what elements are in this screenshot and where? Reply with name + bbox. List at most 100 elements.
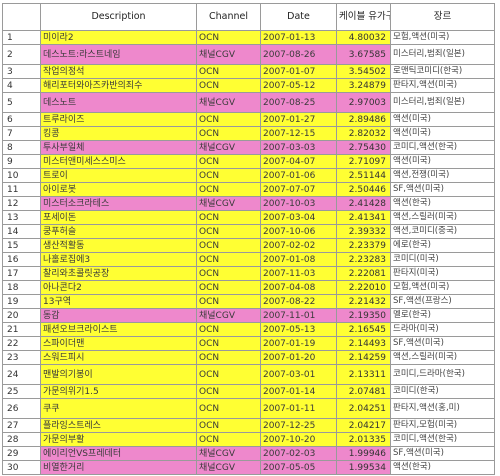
rating-cell[interactable]: 2.22081: [336, 266, 391, 281]
channel-cell[interactable]: OCN: [196, 224, 261, 239]
channel-cell[interactable]: OCN: [196, 336, 261, 351]
channel-cell[interactable]: OCN: [196, 78, 261, 93]
table-row[interactable]: 20 동감 채널CGV 2007-11-01 2.19350 멜로(한국): [2, 308, 495, 323]
genre-cell[interactable]: 액션(한국): [390, 196, 495, 211]
genre-cell[interactable]: 판타지,모험(미국): [390, 418, 495, 433]
rating-cell[interactable]: 3.54502: [336, 64, 391, 79]
genre-cell[interactable]: 로맨틱코미디(한국): [390, 64, 495, 79]
rating-cell[interactable]: 2.21432: [336, 294, 391, 309]
description-cell[interactable]: 미이라2: [40, 30, 197, 45]
row-number[interactable]: 17: [2, 266, 41, 281]
row-number[interactable]: 19: [2, 294, 41, 309]
description-cell[interactable]: 맨발의기봉이: [40, 364, 197, 385]
row-number[interactable]: 12: [2, 196, 41, 211]
channel-cell[interactable]: OCN: [196, 350, 261, 365]
channel-cell[interactable]: 채널CGV: [196, 140, 261, 155]
table-row[interactable]: 21 패션오브크라이스트 OCN 2007-05-13 2.16545 드라마(미국): [2, 322, 495, 337]
channel-cell[interactable]: OCN: [196, 364, 261, 385]
header-genre[interactable]: 장르: [390, 3, 495, 31]
date-cell[interactable]: 2007-01-07: [260, 64, 337, 79]
genre-cell[interactable]: 액션(미국): [390, 112, 495, 127]
rating-cell[interactable]: 2.14493: [336, 336, 391, 351]
rating-cell[interactable]: 2.16545: [336, 322, 391, 337]
description-cell[interactable]: 트루라이즈: [40, 112, 197, 127]
genre-cell[interactable]: 미스터리,범죄(일본): [390, 44, 495, 65]
rating-cell[interactable]: 1.99534: [336, 460, 391, 475]
description-cell[interactable]: 13구역: [40, 294, 197, 309]
genre-cell[interactable]: SF,액션(미국): [390, 182, 495, 197]
row-number[interactable]: 9: [2, 154, 41, 169]
channel-cell[interactable]: OCN: [196, 266, 261, 281]
rating-cell[interactable]: 2.04217: [336, 418, 391, 433]
rating-cell[interactable]: 2.82032: [336, 126, 391, 141]
date-cell[interactable]: 2007-03-04: [260, 210, 337, 225]
date-cell[interactable]: 2007-08-22: [260, 294, 337, 309]
description-cell[interactable]: 포세이돈: [40, 210, 197, 225]
row-number[interactable]: 14: [2, 224, 41, 239]
description-cell[interactable]: 패션오브크라이스트: [40, 322, 197, 337]
rating-cell[interactable]: 2.39332: [336, 224, 391, 239]
rating-cell[interactable]: 2.13311: [336, 364, 391, 385]
description-cell[interactable]: 아나콘다2: [40, 280, 197, 295]
channel-cell[interactable]: OCN: [196, 432, 261, 447]
genre-cell[interactable]: 코미디,드라마(한국): [390, 364, 495, 385]
genre-cell[interactable]: 코미디(미국): [390, 252, 495, 267]
date-cell[interactable]: 2007-03-03: [260, 140, 337, 155]
date-cell[interactable]: 2007-12-15: [260, 126, 337, 141]
date-cell[interactable]: 2007-05-13: [260, 322, 337, 337]
channel-cell[interactable]: OCN: [196, 238, 261, 253]
genre-cell[interactable]: 모험,액션(미국): [390, 30, 495, 45]
genre-cell[interactable]: 액션(미국): [390, 154, 495, 169]
description-cell[interactable]: 플라잉스트레스: [40, 418, 197, 433]
table-row[interactable]: 15 생산적활동 OCN 2007-02-02 2.23379 에로(한국): [2, 238, 495, 253]
channel-cell[interactable]: 채널CGV: [196, 446, 261, 461]
description-cell[interactable]: 가문의위기1.5: [40, 384, 197, 399]
table-row[interactable]: 6 트루라이즈 OCN 2007-01-27 2.89486 액션(미국): [2, 112, 495, 127]
date-cell[interactable]: 2007-05-05: [260, 460, 337, 475]
row-number[interactable]: 18: [2, 280, 41, 295]
header-channel[interactable]: Channel: [196, 3, 261, 31]
channel-cell[interactable]: OCN: [196, 154, 261, 169]
row-number[interactable]: 10: [2, 168, 41, 183]
table-row[interactable]: 3 작업의정석 OCN 2007-01-07 3.54502 로맨틱코미디(한국): [2, 64, 495, 79]
date-cell[interactable]: 2007-01-27: [260, 112, 337, 127]
table-row[interactable]: 9 미스터앤미세스스미스 OCN 2007-04-07 2.71097 액션(미국): [2, 154, 495, 169]
description-cell[interactable]: 트로이: [40, 168, 197, 183]
description-cell[interactable]: 해리포터와아즈카반의죄수: [40, 78, 197, 93]
channel-cell[interactable]: 채널CGV: [196, 460, 261, 475]
date-cell[interactable]: 2007-01-06: [260, 168, 337, 183]
date-cell[interactable]: 2007-04-08: [260, 280, 337, 295]
description-cell[interactable]: 스파이더맨: [40, 336, 197, 351]
description-cell[interactable]: 쿵푸허슬: [40, 224, 197, 239]
table-row[interactable]: 4 해리포터와아즈카반의죄수 OCN 2007-05-12 3.24879 판타지,액션(…: [2, 78, 495, 93]
rating-cell[interactable]: 2.14259: [336, 350, 391, 365]
genre-cell[interactable]: 판타지,액션(미국): [390, 78, 495, 93]
rating-cell[interactable]: 2.89486: [336, 112, 391, 127]
description-cell[interactable]: 동감: [40, 308, 197, 323]
table-row[interactable]: 29 에이리언VS프레데터 채널CGV 2007-02-03 1.99946 SF,액션(…: [2, 446, 495, 461]
date-cell[interactable]: 2007-01-13: [260, 30, 337, 45]
row-number[interactable]: 30: [2, 460, 41, 475]
table-row[interactable]: 30 비열한거리 채널CGV 2007-05-05 1.99534 액션(한국): [2, 460, 495, 475]
row-number[interactable]: 6: [2, 112, 41, 127]
rating-cell[interactable]: 3.67585: [336, 44, 391, 65]
table-row[interactable]: 8 투사부일체 채널CGV 2007-03-03 2.75430 코미디,액션(한국): [2, 140, 495, 155]
genre-cell[interactable]: 판타지,액션(홍,미): [390, 398, 495, 419]
row-number[interactable]: 29: [2, 446, 41, 461]
table-row[interactable]: 1 미이라2 OCN 2007-01-13 4.80032 모험,액션(미국): [2, 30, 495, 45]
date-cell[interactable]: 2007-01-08: [260, 252, 337, 267]
rating-cell[interactable]: 2.04251: [336, 398, 391, 419]
rating-cell[interactable]: 2.50446: [336, 182, 391, 197]
row-number[interactable]: 27: [2, 418, 41, 433]
channel-cell[interactable]: OCN: [196, 112, 261, 127]
description-cell[interactable]: 아이로봇: [40, 182, 197, 197]
date-cell[interactable]: 2007-02-03: [260, 446, 337, 461]
date-cell[interactable]: 2007-01-20: [260, 350, 337, 365]
genre-cell[interactable]: 액션(한국): [390, 460, 495, 475]
channel-cell[interactable]: OCN: [196, 294, 261, 309]
channel-cell[interactable]: OCN: [196, 384, 261, 399]
table-row[interactable]: 26 쿠쿠 OCN 2007-01-11 2.04251 판타지,액션(홍,미): [2, 398, 495, 419]
genre-cell[interactable]: SF,액션(미국): [390, 336, 495, 351]
rating-cell[interactable]: 2.19350: [336, 308, 391, 323]
genre-cell[interactable]: 액션,코미디(중국): [390, 224, 495, 239]
